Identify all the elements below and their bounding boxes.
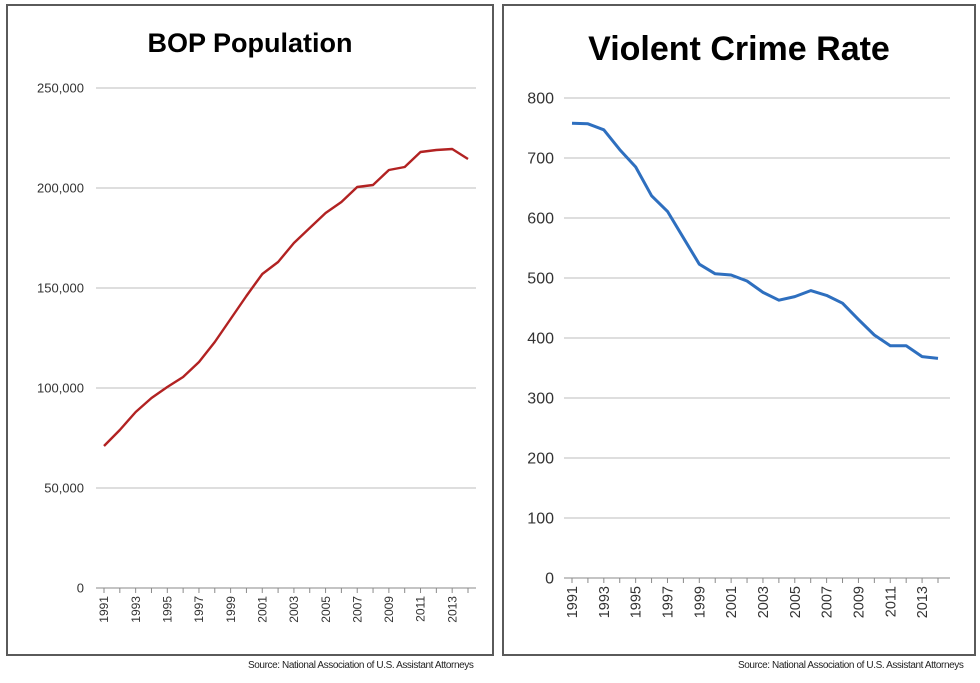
- bop-population-panel: BOP Population 0 50,000 100,000 150,000 200,…: [6, 4, 494, 656]
- violent-crime-title: Violent Crime Rate: [588, 30, 890, 68]
- chart0-x-tick-label: 2007: [350, 596, 364, 623]
- bop-population-title: BOP Population: [147, 28, 353, 58]
- chart0-x-tick-label: 1993: [129, 596, 143, 623]
- chart0-x-tick-label: 2013: [445, 596, 459, 623]
- violent-crime-chart: 0 100 200 300 400 500 600 700 800 1991 1993 1995 199…: [527, 91, 950, 618]
- chart1-x-tick-label: 2001: [724, 586, 740, 618]
- chart1-x-tick-label: 2003: [756, 586, 772, 618]
- chart1-y-tick-label: 100: [527, 511, 554, 528]
- chart1-x-tick-label: 1997: [661, 586, 677, 618]
- chart0-y-tick-label: 50,000: [44, 481, 84, 496]
- chart1-series-line: [571, 121, 939, 360]
- chart0-series-line: [103, 147, 469, 447]
- chart1-y-tick-label: 800: [527, 91, 554, 108]
- chart1-x-tick-label: 2007: [820, 586, 836, 618]
- chart0-x-tick-label: 2009: [382, 596, 396, 623]
- chart1-x-tick-label: 1993: [597, 586, 613, 618]
- chart1-x-tick-label: 1991: [565, 586, 581, 618]
- chart0-y-tick-label: 250,000: [37, 81, 84, 96]
- chart0-x-tick-label: 1991: [97, 596, 111, 623]
- chart0-x-tick-label: 1999: [224, 596, 238, 623]
- chart1-y-tick-label: 700: [527, 151, 554, 168]
- chart1-y-tick-label: 400: [527, 331, 554, 348]
- violent-crime-source: Source: National Association of U.S. Ass…: [738, 660, 964, 671]
- chart1-y-tick-label: 300: [527, 391, 554, 408]
- chart1-y-tick-label: 500: [527, 271, 554, 288]
- chart1-x-tick-label: 1999: [692, 586, 708, 618]
- chart1-x-tick-label: 2011: [883, 586, 899, 617]
- chart0-x-tick-label: 2001: [255, 596, 269, 623]
- chart1-x-tick-label: 2005: [788, 586, 804, 618]
- chart0-x-tick-label: 1997: [192, 596, 206, 623]
- chart0-y-tick-label: 0: [77, 581, 84, 596]
- chart0-y-tick-label: 150,000: [37, 281, 84, 296]
- bop-population-chart: 0 50,000 100,000 150,000 200,000 250,000 1991 1…: [37, 81, 476, 623]
- chart1-x-tick-label: 1995: [629, 586, 645, 618]
- chart1-y-tick-label: 200: [527, 451, 554, 468]
- chart0-y-tick-label: 100,000: [37, 381, 84, 396]
- chart1-x-tick-label: 2009: [852, 586, 868, 618]
- chart0-x-tick-label: 2005: [319, 596, 333, 623]
- chart1-y-tick-label: 0: [545, 571, 554, 588]
- chart0-y-tick-label: 200,000: [37, 181, 84, 196]
- chart0-x-tick-label: 2011: [414, 596, 428, 622]
- violent-crime-panel: Violent Crime Rate 0 100 200 300 400 500 600 70…: [502, 4, 976, 656]
- bop-population-source: Source: National Association of U.S. Ass…: [248, 660, 474, 671]
- chart1-y-tick-label: 600: [527, 211, 554, 228]
- chart0-x-tick-label: 2003: [287, 596, 301, 623]
- chart1-x-tick-label: 2013: [915, 586, 931, 618]
- chart0-x-tick-label: 1995: [161, 596, 175, 623]
